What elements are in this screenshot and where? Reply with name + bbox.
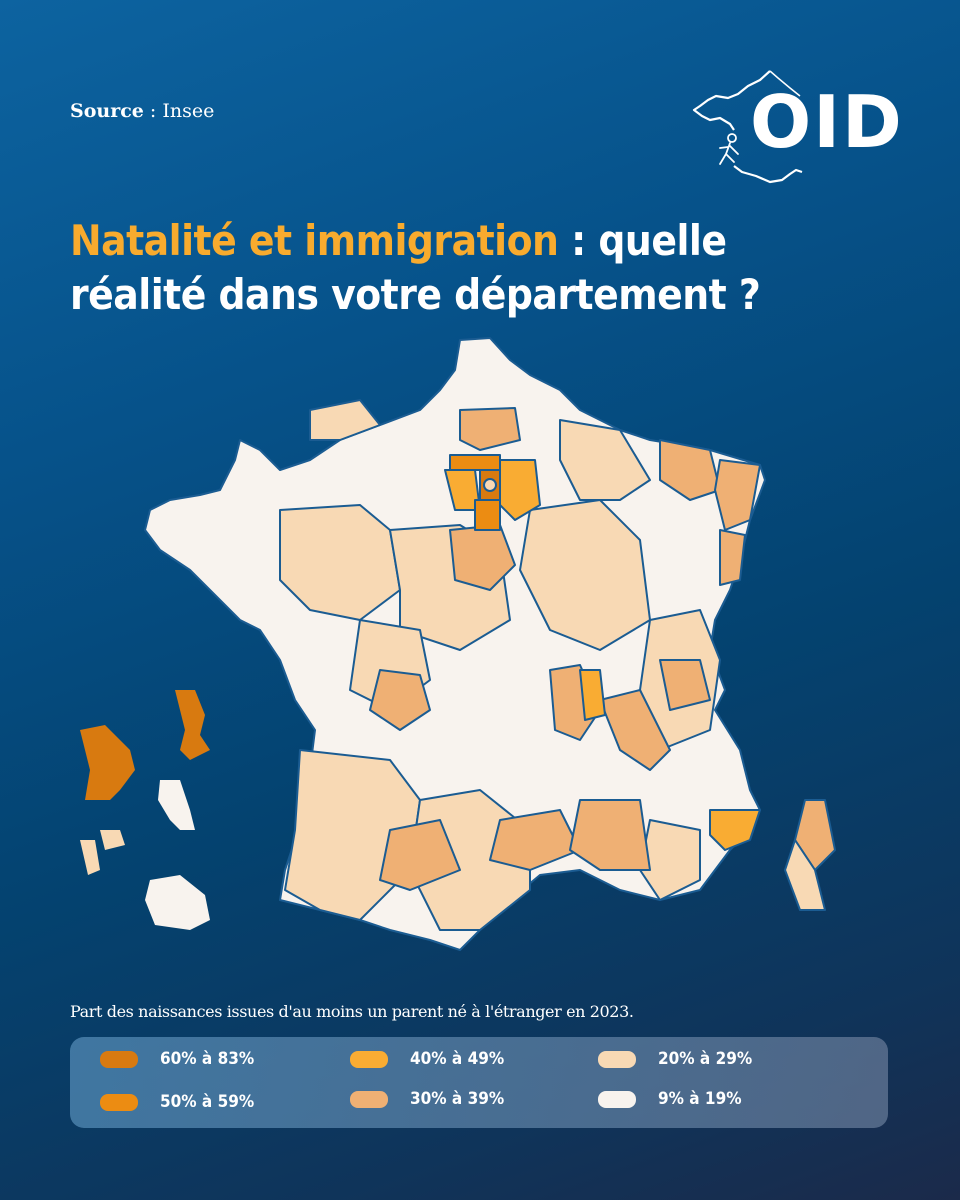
dept-region-champagne (559, 419, 651, 501)
map-legend: 60% à 83% 50% à 59% 40% à 49% 30% à 39% … (70, 1037, 888, 1128)
legend-swatch (350, 1090, 388, 1108)
legend-swatch (100, 1050, 138, 1068)
map-caption: Part des naissances issues d'au moins un… (70, 1002, 634, 1021)
source-value: Insee (162, 100, 215, 122)
legend-label: 60% à 83% (160, 1049, 255, 1069)
dept-corse-nord (794, 799, 836, 871)
legend-swatch (100, 1093, 138, 1111)
dept-paris (483, 478, 497, 492)
dept-essonne (474, 499, 501, 531)
dept-reunion (145, 875, 210, 930)
dept-bas-rhin (714, 459, 761, 531)
source-credit: Source : Insee (70, 100, 214, 122)
dept-bouches-du-rhone (569, 799, 651, 871)
legend-item: 50% à 59% (100, 1092, 254, 1112)
dept-rhone (579, 669, 606, 721)
title-line2: réalité dans votre département ? (70, 270, 761, 319)
legend-swatch (598, 1050, 636, 1068)
legend-item: 60% à 83% (100, 1049, 254, 1069)
france-departments-map (80, 337, 836, 951)
legend-label: 30% à 39% (410, 1089, 505, 1109)
dept-moselle (659, 439, 721, 501)
dept-haute-vienne (369, 669, 431, 731)
legend-label: 50% à 59% (160, 1092, 255, 1112)
source-separator: : (143, 100, 163, 122)
runner-icon (727, 133, 737, 143)
dept-guyane (80, 725, 135, 800)
dept-region-normandy (309, 399, 381, 441)
france-outline-logo-icon (692, 70, 803, 184)
dept-herault (489, 809, 581, 871)
legend-swatch (598, 1090, 636, 1108)
dept-oise (459, 407, 521, 451)
dept-haute-savoie (659, 659, 711, 711)
dept-region-west-central (279, 504, 401, 621)
dept-martinique (158, 780, 195, 830)
dept-haute-garonne (379, 819, 461, 891)
dept-isere (599, 689, 671, 771)
legend-item: 20% à 29% (598, 1049, 752, 1069)
legend-swatch (350, 1050, 388, 1068)
oid-logo: OID (690, 68, 902, 198)
dept-haut-rhin (719, 529, 746, 586)
legend-item: 40% à 49% (350, 1049, 504, 1069)
dept-guadeloupe (80, 830, 125, 875)
dept-corse-sud (784, 839, 826, 911)
legend-label: 20% à 29% (658, 1049, 753, 1069)
legend-label: 9% à 19% (658, 1089, 742, 1109)
dept-val-d-oise (449, 454, 501, 471)
source-label: Source (70, 100, 144, 122)
dept-mayotte (175, 690, 210, 760)
title-rest: : quelle (558, 216, 727, 265)
legend-item: 30% à 39% (350, 1089, 504, 1109)
dept-alpes-maritimes (709, 809, 761, 851)
dept-region-burgundy (519, 499, 651, 651)
legend-label: 40% à 49% (410, 1049, 505, 1069)
logo-text: OID (750, 80, 904, 164)
title-highlight: Natalité et immigration (70, 216, 559, 265)
page-title: Natalité et immigration : quelle réalité… (70, 214, 890, 322)
legend-item: 9% à 19% (598, 1089, 742, 1109)
